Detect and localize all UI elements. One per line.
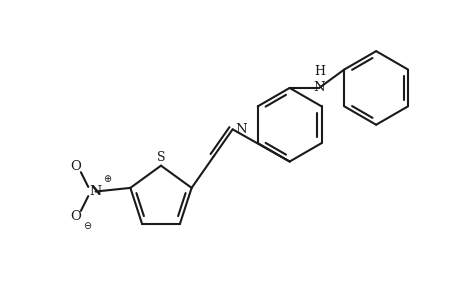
Text: N: N	[90, 185, 101, 198]
Text: ⊖: ⊖	[83, 220, 91, 231]
Text: O: O	[70, 160, 81, 173]
Text: N: N	[235, 123, 246, 136]
Text: H: H	[314, 65, 325, 78]
Text: S: S	[157, 151, 165, 164]
Text: ⊕: ⊕	[103, 174, 112, 184]
Text: O: O	[70, 210, 81, 223]
Text: N: N	[313, 81, 324, 94]
